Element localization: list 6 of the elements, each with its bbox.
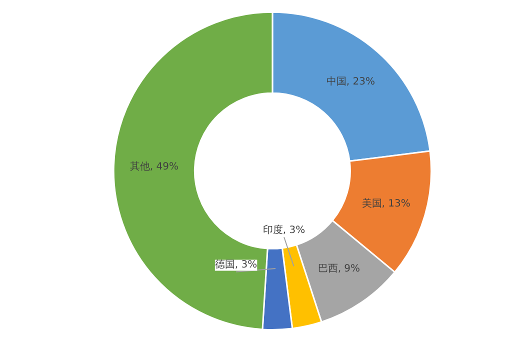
slice-label: 中国, 23% [326,76,375,88]
slice-label: 美国, 13% [362,197,410,210]
slice-label: 印度, 3% [262,224,306,236]
slice-label: 巴西, 9% [318,263,360,274]
slice-label: 德国, 3% [214,260,258,271]
slice-label: 其他, 49% [130,160,179,173]
